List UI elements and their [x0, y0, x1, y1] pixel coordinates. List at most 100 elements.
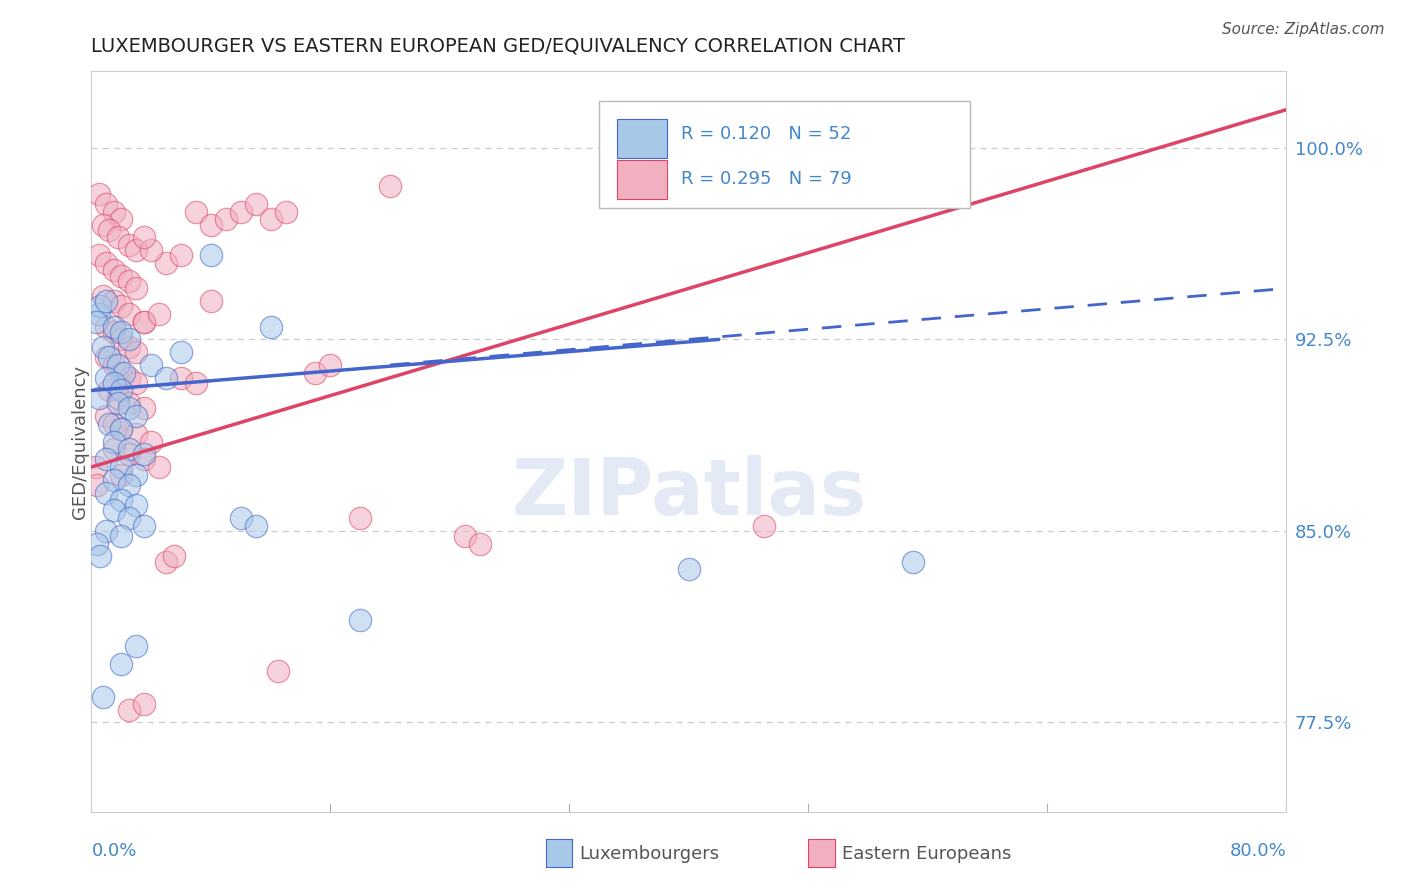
Point — [125, 499, 148, 513]
Point — [267, 665, 290, 679]
Point — [118, 703, 141, 717]
Point — [132, 401, 155, 416]
Point — [110, 325, 132, 339]
Point — [678, 562, 700, 576]
Point — [96, 319, 118, 334]
Point — [110, 384, 132, 398]
Point — [184, 204, 207, 219]
Point — [87, 307, 110, 321]
Point — [103, 319, 125, 334]
Point — [103, 204, 125, 219]
Point — [132, 314, 155, 328]
Point — [110, 422, 132, 436]
Point — [132, 230, 155, 244]
Point — [93, 289, 115, 303]
Point — [103, 503, 125, 517]
Y-axis label: GED/Equivalency: GED/Equivalency — [72, 365, 89, 518]
Point — [125, 376, 148, 390]
Point — [89, 549, 111, 564]
Point — [118, 307, 141, 321]
Point — [141, 358, 162, 372]
Point — [752, 518, 775, 533]
Point — [103, 325, 125, 339]
Point — [98, 351, 121, 365]
Text: R = 0.295   N = 79: R = 0.295 N = 79 — [681, 169, 851, 187]
Point — [148, 460, 170, 475]
Point — [110, 460, 132, 475]
Point — [107, 230, 129, 244]
Point — [96, 197, 118, 211]
Point — [96, 256, 118, 270]
Point — [84, 460, 107, 475]
Point — [170, 370, 193, 384]
Point — [468, 536, 491, 550]
Point — [118, 370, 141, 384]
Point — [132, 447, 155, 461]
FancyBboxPatch shape — [617, 120, 668, 158]
Point — [245, 197, 267, 211]
Point — [118, 340, 141, 354]
Point — [87, 186, 110, 201]
Point — [103, 263, 125, 277]
Point — [259, 212, 281, 227]
Point — [245, 518, 267, 533]
Point — [170, 248, 193, 262]
Text: Luxembourgers: Luxembourgers — [579, 845, 718, 863]
Text: LUXEMBOURGER VS EASTERN EUROPEAN GED/EQUIVALENCY CORRELATION CHART: LUXEMBOURGER VS EASTERN EUROPEAN GED/EQU… — [91, 37, 905, 56]
Point — [110, 366, 132, 380]
Point — [170, 345, 193, 359]
Point — [110, 333, 132, 347]
Point — [274, 204, 297, 219]
Point — [827, 171, 849, 186]
Point — [96, 409, 118, 423]
Point — [215, 212, 238, 227]
Point — [112, 366, 135, 380]
Point — [125, 426, 148, 441]
Point — [148, 307, 170, 321]
Point — [103, 294, 125, 309]
Point — [118, 396, 141, 410]
Point — [259, 319, 281, 334]
Text: ZIPatlas: ZIPatlas — [512, 455, 866, 532]
Point — [103, 442, 125, 457]
Text: 0.0%: 0.0% — [91, 842, 136, 861]
Point — [118, 238, 141, 252]
Point — [110, 268, 132, 283]
Point — [86, 536, 108, 550]
Text: 80.0%: 80.0% — [1230, 842, 1286, 861]
Point — [118, 333, 141, 347]
Point — [229, 511, 252, 525]
Point — [98, 417, 121, 431]
Point — [132, 314, 155, 328]
Point — [132, 518, 155, 533]
Point — [96, 524, 118, 538]
Point — [93, 690, 115, 704]
Text: Eastern Europeans: Eastern Europeans — [842, 845, 1011, 863]
Point — [103, 376, 125, 390]
Point — [96, 452, 118, 467]
Text: R = 0.120   N = 52: R = 0.120 N = 52 — [681, 125, 851, 144]
FancyBboxPatch shape — [617, 161, 668, 199]
Point — [603, 166, 626, 180]
Point — [103, 434, 125, 449]
Point — [110, 422, 132, 436]
Point — [125, 345, 148, 359]
Point — [93, 340, 115, 354]
Point — [200, 218, 222, 232]
Point — [96, 485, 118, 500]
Point — [96, 370, 118, 384]
Point — [103, 473, 125, 487]
Point — [118, 442, 141, 457]
Point — [98, 384, 121, 398]
Point — [89, 299, 111, 313]
Text: Source: ZipAtlas.com: Source: ZipAtlas.com — [1222, 22, 1385, 37]
Point — [141, 434, 162, 449]
Point — [96, 294, 118, 309]
Point — [118, 401, 141, 416]
Point — [118, 478, 141, 492]
Point — [110, 657, 132, 671]
Point — [110, 467, 132, 482]
Point — [155, 256, 177, 270]
Point — [107, 396, 129, 410]
Point — [141, 243, 162, 257]
